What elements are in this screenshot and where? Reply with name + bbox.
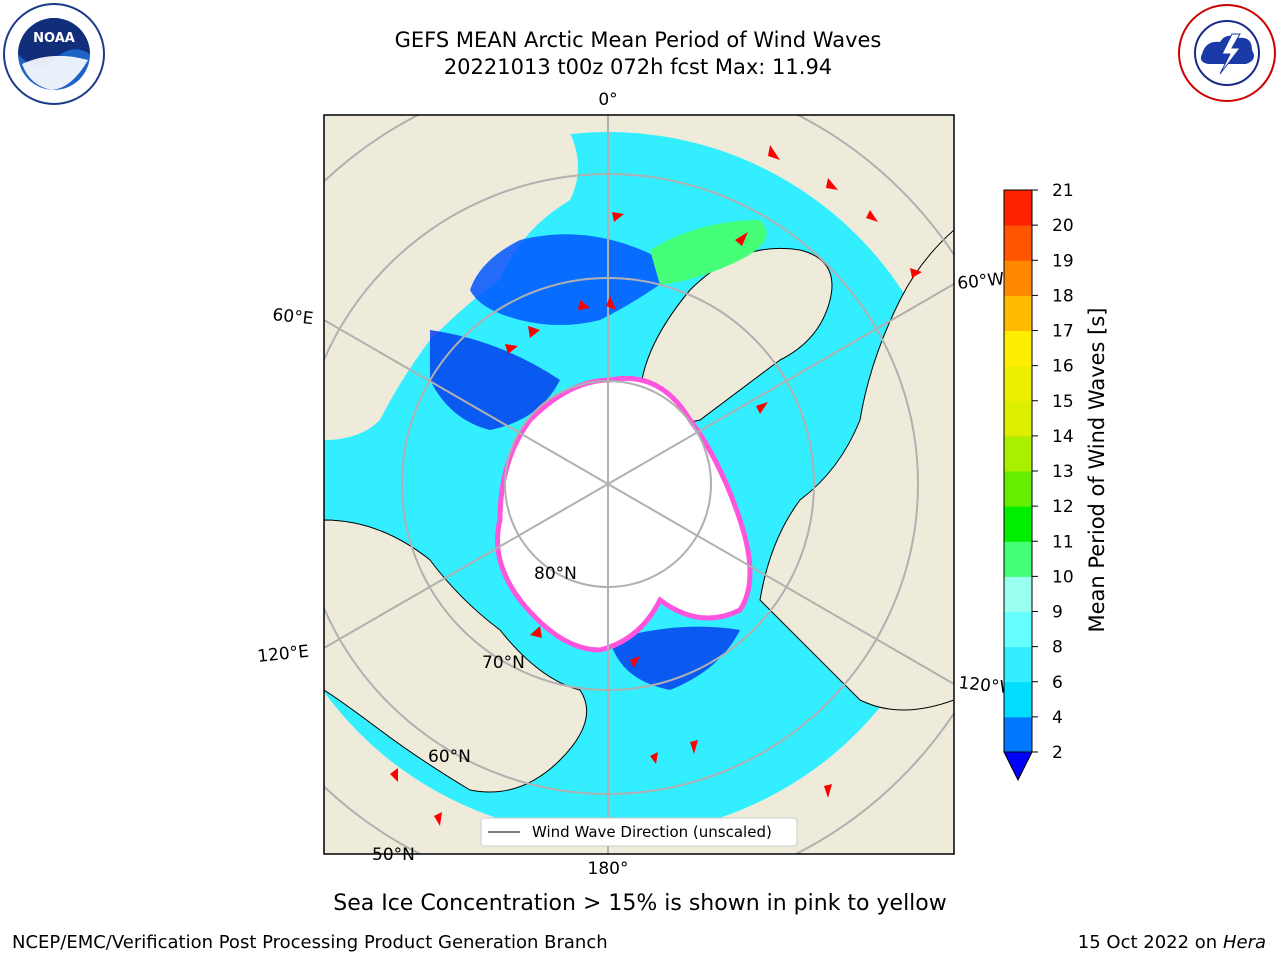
colorbar-segment [1004,365,1032,402]
meridian-120e [324,483,609,649]
wave-arrow [866,210,878,222]
chart-title: GEFS MEAN Arctic Mean Period of Wind Wav… [394,28,882,52]
colorbar-label: Mean Period of Wind Waves [s] [1085,308,1109,633]
colorbar-tick-label: 4 [1052,708,1063,728]
colorbar-segment [1004,646,1032,683]
wave-arrow [826,178,838,190]
wave-arrow [735,232,748,246]
eurasia-land [324,115,578,440]
legend: Wind Wave Direction (unscaled) [480,817,798,847]
colorbar-tick-label: 19 [1052,251,1074,271]
colorbar-tick-label: 9 [1052,603,1063,623]
colorbar-segment [1004,681,1032,718]
colorbar-segment [1004,435,1032,472]
colorbar-tick-label: 8 [1052,638,1063,658]
lon-label-0: 0° [598,90,617,110]
wave-arrow [606,296,616,310]
legend-box [480,817,798,847]
lon-label-60w: 60°W [956,269,1005,294]
colorbar-tick-label: 15 [1052,392,1074,412]
wave-arrow [910,268,922,278]
graticule [324,115,954,854]
wave-band-barents [430,330,560,430]
colorbar-segment [1004,260,1032,296]
wave-arrow [434,812,442,826]
meridian-60w [607,283,954,485]
colorbar-segment [1004,295,1032,331]
colorbar-tick-label: 21 [1052,181,1074,201]
wind-wave-arrows [390,145,922,826]
wave-arrow [768,145,780,160]
colorbar-tick-label: 12 [1052,497,1074,517]
colorbar-segment [1004,225,1032,261]
wave-arrow [530,626,542,638]
nws-logo [1178,4,1276,102]
wave-arrow [612,212,624,222]
wave-arrow [528,326,540,338]
wave-arrow [630,656,640,668]
lon-label-180: 180° [588,859,629,879]
siberia-land [324,519,588,793]
colorbar-segment [1004,541,1032,577]
colorbar-tick-label: 13 [1052,462,1074,482]
wave-arrow [690,740,698,754]
sea-ice-caption: Sea Ice Concentration > 15% is shown in … [333,891,947,916]
colorbar-tick-label: 20 [1052,216,1074,236]
meridian-120w [607,483,954,685]
footer-machine: Hera [1222,932,1266,953]
colorbar-segment [1004,471,1032,507]
wave-band-chukchi [610,626,740,690]
colorbar-tick-label: 11 [1052,532,1074,552]
legend-label: Wind Wave Direction (unscaled) [532,823,772,841]
map-frame [323,114,955,855]
colorbar-tick-label: 10 [1052,567,1074,587]
wave-arrow [505,344,518,354]
colorbar-segment [1004,716,1032,753]
colorbar-tick-label: 18 [1052,286,1074,306]
wave-arrow [824,784,832,798]
lon-label-60e: 60°E [271,305,314,329]
colorbar-segment [1004,506,1032,542]
colorbar-segment [1004,400,1032,437]
wave-band-norwegian [470,234,680,325]
colorbar-tick-label: 14 [1052,427,1074,447]
footer-branch: NCEP/EMC/Verification Post Processing Pr… [12,932,608,953]
colorbar-tick-label: 2 [1052,743,1063,763]
lat-label-60: 60°N [428,747,471,767]
footer-date: 15 Oct 2022 on Hera [1078,932,1266,953]
colorbar-extend-arrow [1003,751,1033,782]
lat-label-80: 80°N [534,564,577,584]
meridian-60e [324,319,609,485]
north-america-land [759,229,954,711]
wave-arrow [756,402,768,414]
wave-arrow [390,768,398,782]
colorbar: 2 4 6 8 9 10 11 12 13 14 15 16 17 18 19 20 21 [1003,181,1074,782]
colorbar-segment [1004,611,1032,648]
noaa-logo: NOAA [3,3,105,105]
lon-label-120e: 120°E [256,642,310,667]
lat-label-70: 70°N [482,653,525,673]
noaa-logo-text: NOAA [33,31,75,46]
colorbar-tick-label: 16 [1052,357,1074,377]
footer-date-text: 15 Oct 2022 on [1077,932,1223,953]
wave-band-high-period [650,220,767,285]
colorbar-segment [1004,330,1032,367]
colorbar-tick-label: 6 [1052,673,1063,693]
wave-arrow [650,752,658,764]
lat-label-50: 50°N [372,845,415,865]
wave-arrow [578,300,590,310]
colorbar-tick-label: 17 [1052,322,1074,342]
chart-subtitle: 20221013 t00z 072h fcst Max: 11.94 [443,55,833,79]
colorbar-segment [1004,576,1032,612]
colorbar-segment [1004,190,1032,226]
